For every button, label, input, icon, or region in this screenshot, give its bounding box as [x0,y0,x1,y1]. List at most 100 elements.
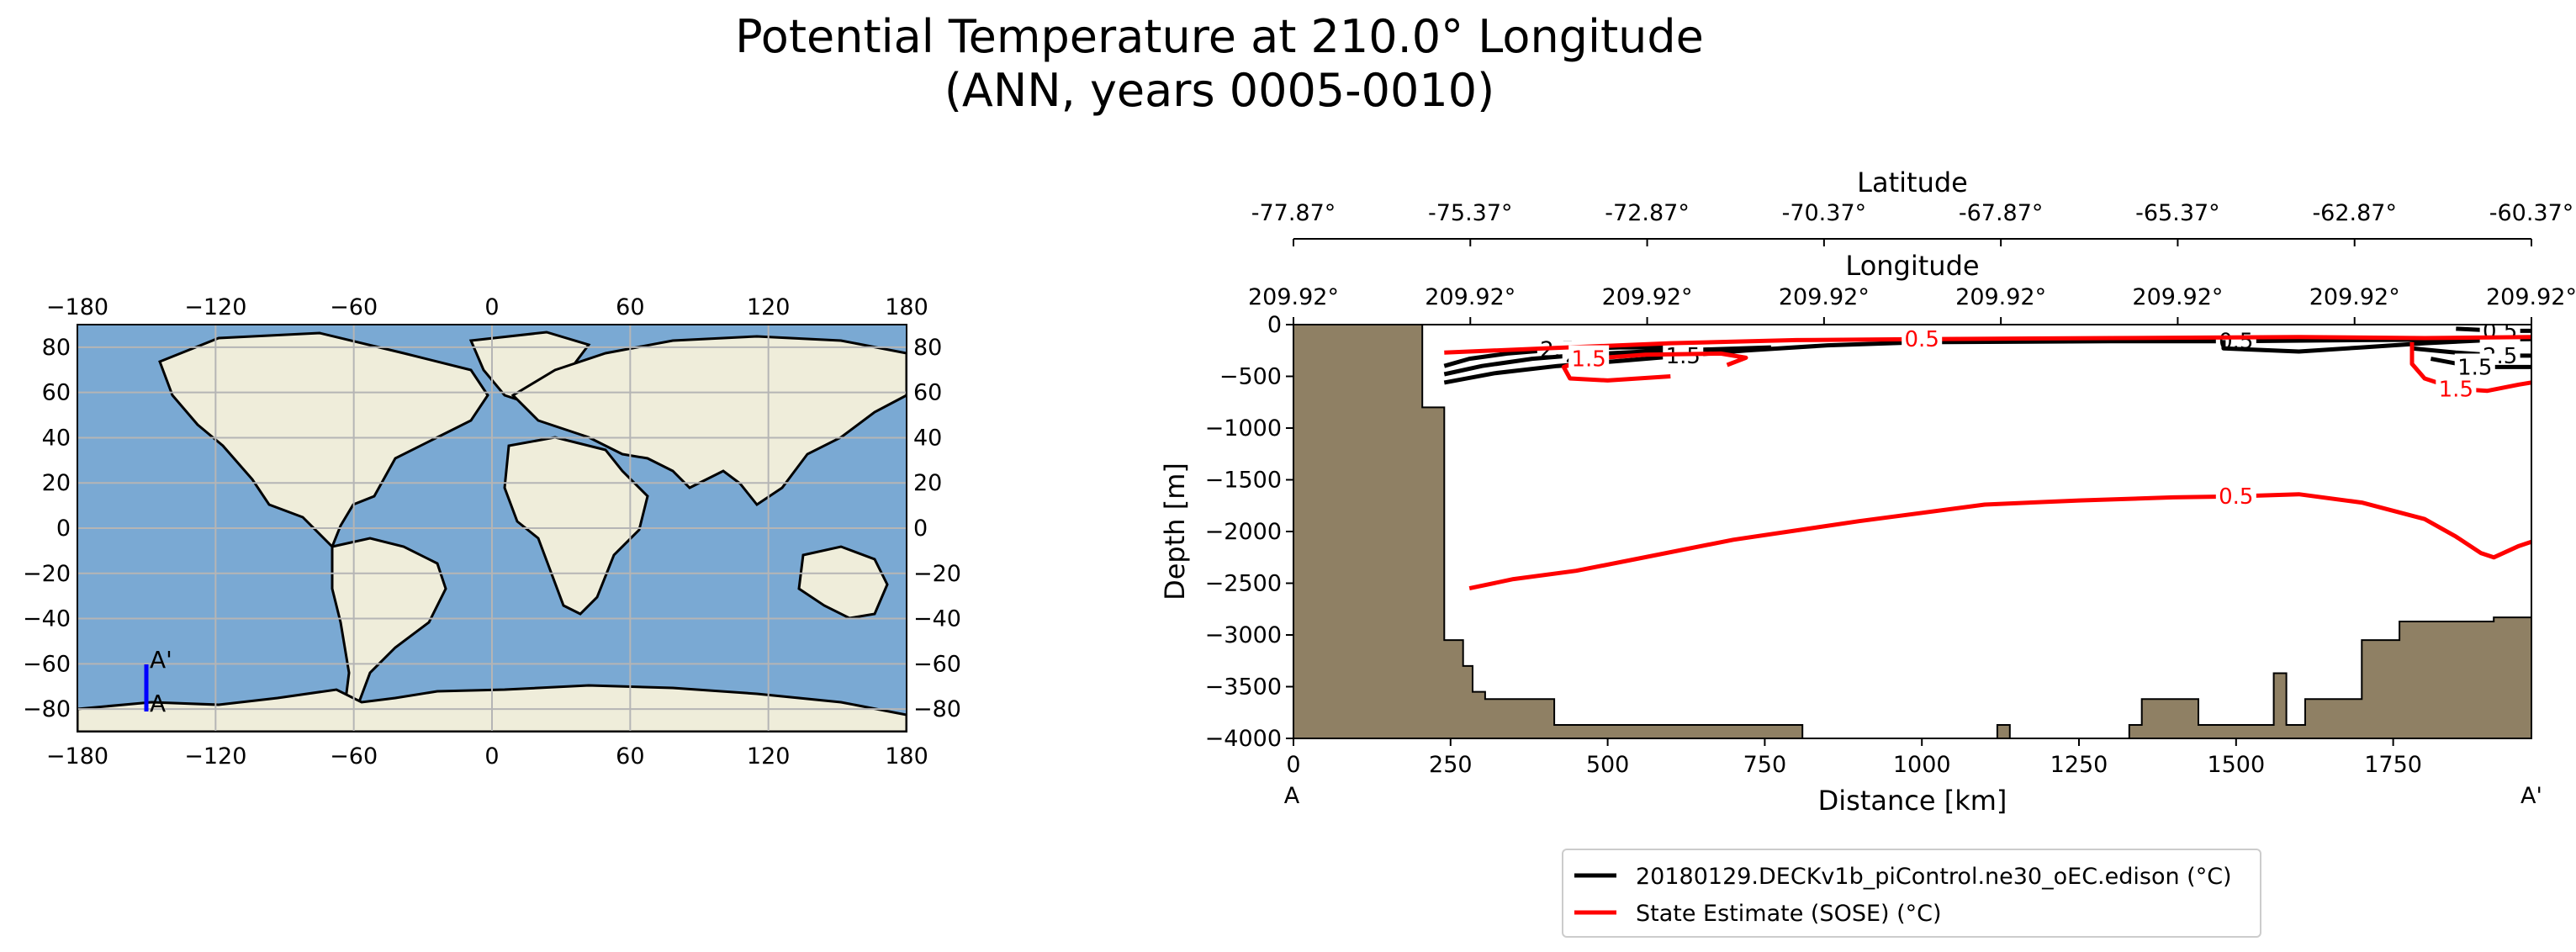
transect-label-a: A [150,690,166,717]
y-tick-label: −4000 [1205,726,1282,752]
transect-label-a-prime: A' [150,646,172,674]
map-tick-lat-right: −60 [913,651,961,677]
longitude-tick-label: 209.92° [2132,284,2223,310]
contour-label: 0.5 [2219,484,2253,510]
contour-model-2 [1443,340,1923,385]
map-tick-lon-bottom: 60 [616,743,644,770]
x-tick-label: 1000 [1893,752,1951,778]
map-tick-lat-right: −40 [913,606,961,632]
longitude-ticks: 209.92° 209.92° 209.92° 209.92° 209.92° 209.9… [1248,284,2576,325]
longitude-tick-label: 209.92° [1779,284,1870,310]
contour-lines: 2.52.51.50.52.51.50.50.50.51.51.5 [1443,319,2531,591]
map-tick-lon-bottom: −120 [184,743,246,770]
seafloor-mask [1293,325,2531,738]
latitude-tick-label: -77.87° [1251,200,1336,226]
latitude-tick-label: -62.87° [2312,200,2397,226]
x-tick-label: 1750 [2364,752,2422,778]
map-tick-lat-left: 60 [42,380,71,406]
contour-label: 1.5 [1572,347,1606,373]
figure-title-line2: (ANN, years 0005-0010) [944,64,1494,117]
land-australia [797,545,889,620]
map-tick-lon-top: −120 [184,294,246,320]
land-eurasia [510,335,907,507]
longitude-tick-label: 209.92° [1955,284,2046,310]
x-tick-label: 250 [1429,752,1473,778]
map-tick-lat-left: 40 [42,425,71,451]
legend-entry-model: 20180129.DECKv1b_piControl.ne30_oEC.edis… [1636,864,2232,890]
contour-model-4 [2221,336,2531,354]
land-north-america [158,331,489,549]
figure-title-line1: Potential Temperature at 210.0° Longitud… [735,10,1704,63]
map-tick-lat-right: 60 [913,380,942,406]
legend: 20180129.DECKv1b_piControl.ne30_oEC.edis… [1562,849,2261,938]
map-tick-lon-top: 60 [616,294,644,320]
section-panel: 2.52.51.50.52.51.50.50.50.51.51.5 025050… [1159,167,2576,817]
latitude-tick-label: -60.37° [2489,200,2574,226]
x-tick-label: 1500 [2207,752,2265,778]
y-tick-label: −3000 [1205,622,1282,648]
map-gridlines [77,325,907,732]
section-left-label: A [1284,783,1300,809]
legend-entry-obs: State Estimate (SOSE) (°C) [1636,901,1942,927]
latitude-axis-label: Latitude [1857,167,1968,198]
map-tick-lon-bottom: −180 [46,743,108,770]
contour-label-bg [2215,483,2256,509]
map-frame [77,324,907,733]
map-tick-lat-left: −80 [23,696,71,722]
map-tick-lat-right: −20 [913,561,961,587]
map-panel: −180 −180 −120 −120 −60 −60 0 0 60 60 120 120 180 180… [23,294,961,770]
contour-label: 0.5 [1905,327,1939,352]
y-tick-label: −3500 [1205,674,1282,701]
contour-label-bg [1568,345,1610,371]
x-tick-label: 750 [1743,752,1787,778]
y-tick-label: 0 [1267,312,1282,338]
map-tick-lat-left: 80 [42,335,71,361]
contour-label-bg [2436,375,2477,401]
contour-label-bg [1902,325,1943,352]
map-tick-lat-left: −60 [23,651,71,677]
latitude-tick-label: -65.37° [2135,200,2220,226]
longitude-tick-label: 209.92° [1425,284,1515,310]
map-tick-lon-top: −60 [330,294,378,320]
map-tick-lat-right: −80 [913,696,961,722]
map-tick-lon-top: 120 [747,294,791,320]
longitude-tick-label: 209.92° [1248,284,1339,310]
y-tick-label: −2500 [1205,571,1282,597]
x-tick-label: 500 [1586,752,1630,778]
x-tick-label: 0 [1286,752,1300,778]
legend-box [1562,849,2261,938]
latitude-ticks: -77.87° -75.37° -72.87° -70.37° -67.87° -65.3… [1251,200,2574,246]
latitude-tick-label: -67.87° [1959,200,2044,226]
x-tick-label: 1250 [2050,752,2108,778]
map-tick-lon-bottom: 180 [885,743,928,770]
map-tick-lat-right: 0 [913,516,928,542]
contour-model-0 [1443,345,1671,368]
map-tick-lon-top: −180 [46,294,108,320]
longitude-tick-label: 209.92° [2486,284,2576,310]
map-tick-lat-right: 20 [913,470,942,496]
contour-obs-0 [1468,492,2531,591]
section-ticks: 0 250 500 750 1000 1250 1500 1750 0 −500 −1000 −150… [1205,312,2422,778]
longitude-tick-label: 209.92° [1602,284,1693,310]
x-axis-label: Distance [km] [1818,785,2007,817]
map-tick-lon-bottom: −60 [330,743,378,770]
map-tick-lon-bottom: 120 [747,743,791,770]
section-background [1293,325,2531,738]
longitude-tick-label: 209.92° [2309,284,2400,310]
contour-label: 0.5 [2483,319,2517,344]
map-tick-lat-left: 20 [42,470,71,496]
latitude-tick-label: -72.87° [1605,200,1690,226]
contour-label: 1.5 [2439,377,2473,402]
map-tick-lat-left: 0 [56,516,71,542]
map-tick-lon-top: 0 [484,294,499,320]
longitude-axis-label: Longitude [1845,250,1979,282]
y-tick-label: −1000 [1205,415,1282,442]
contour-label-bg [2454,353,2495,379]
latitude-tick-label: -75.37° [1428,200,1513,226]
map-tick-lat-right: 80 [913,335,942,361]
map-tick-lon-bottom: 0 [484,743,499,770]
map-tick-lat-left: −20 [23,561,71,587]
y-tick-label: −500 [1219,364,1282,390]
map-tick-lat-left: −40 [23,606,71,632]
